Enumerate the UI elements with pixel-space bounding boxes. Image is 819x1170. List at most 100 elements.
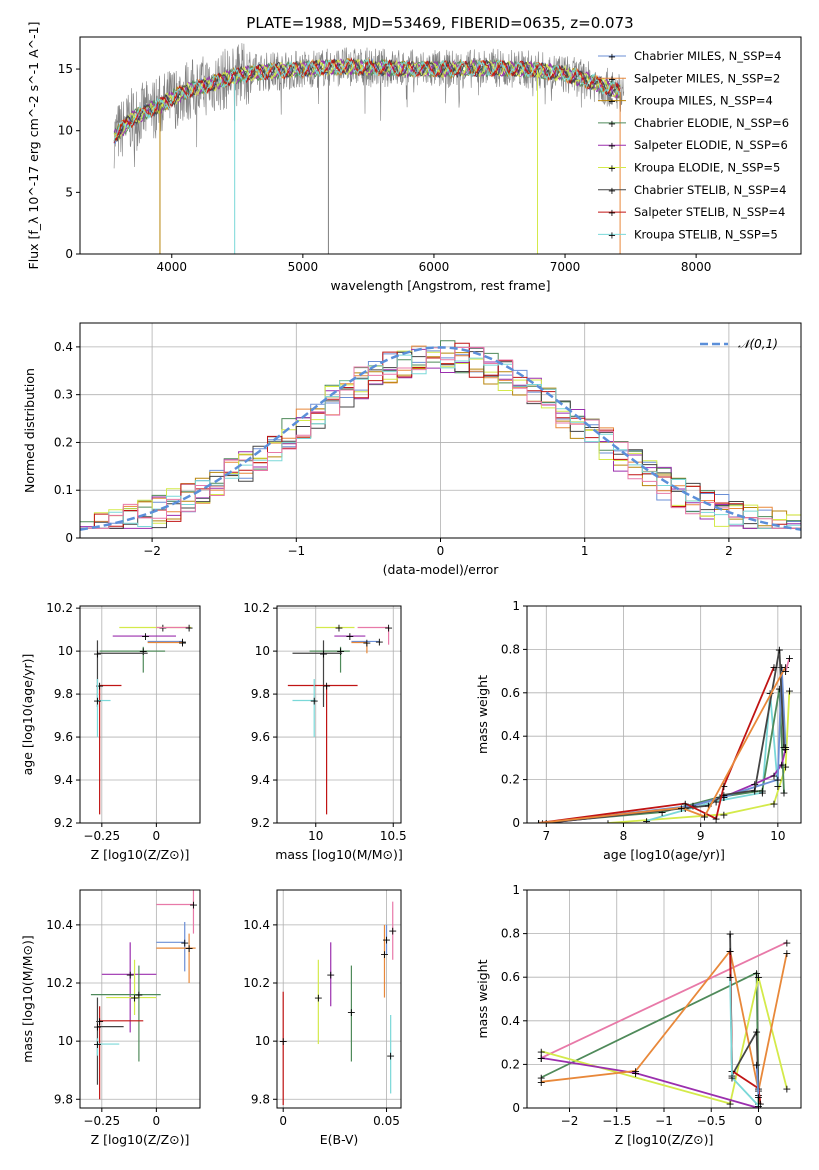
age_vs_z-ylabel: age [log10(age/yr)] <box>20 654 35 776</box>
weight-point-marker: + <box>779 741 788 754</box>
residuals-xtick-label: −2 <box>143 544 161 558</box>
age_vs_mass-ytick-label: 9.6 <box>251 730 270 744</box>
weight_vs_age-xlabel: age [log10(age/yr)] <box>603 847 725 862</box>
data-point-marker: + <box>314 992 323 1005</box>
weight-point-marker: + <box>750 784 759 797</box>
spectrum-xlabel: wavelength [Angstrom, rest frame] <box>330 278 550 293</box>
weight_vs_z-xtick-label: −2 <box>561 1114 579 1128</box>
residuals-ytick-label: 0 <box>65 531 73 545</box>
data-point-marker: + <box>184 621 193 634</box>
weight_vs_age-xtick-label: 8 <box>620 829 628 843</box>
age_vs_z-ytick-label: 10.2 <box>46 601 73 615</box>
weight-point-marker: + <box>754 1098 763 1111</box>
weight-point-marker: + <box>542 817 551 830</box>
weight-point-marker: + <box>711 795 720 808</box>
weight-series-line <box>784 657 791 672</box>
mass_vs_z-plot-area: +++++++++ <box>90 890 198 1100</box>
data-point-marker: + <box>326 968 335 981</box>
legend-marker: + <box>608 74 616 85</box>
residuals-panel: −2 −1 0 1 2 0 0.1 0.2 0.3 0.4 (data-model)/error No… <box>22 322 802 577</box>
spectrum-model-line <box>113 58 621 142</box>
data-point-marker: + <box>347 1006 356 1019</box>
weight-point-marker: + <box>773 774 782 787</box>
weight_vs_age-ytick-label: 0.2 <box>501 773 520 787</box>
data-point-marker: + <box>375 635 384 648</box>
weight_vs_z-xtick-label: −1.5 <box>602 1114 631 1128</box>
weight-point-marker: + <box>726 971 735 984</box>
data-point-marker: + <box>189 899 198 912</box>
legend-label: Kroupa STELIB, N_SSP=5 <box>634 227 778 241</box>
mass_vs_ebv-ytick-label: 10.4 <box>243 918 270 932</box>
weight_vs_age-ytick-label: 1 <box>512 599 520 613</box>
weight_vs_z-xtick-label: −0.5 <box>697 1114 726 1128</box>
legend-marker: + <box>608 186 616 197</box>
weight-point-marker: + <box>785 652 794 665</box>
spectrum-xtick-label: 4000 <box>156 260 187 274</box>
age_vs_z-ytick-label: 10 <box>58 644 73 658</box>
weight-point-marker: + <box>538 817 547 830</box>
weight-point-marker: + <box>782 1082 791 1095</box>
weight-point-marker: + <box>781 665 790 678</box>
age_vs_z-xtick-label: 0 <box>153 829 161 843</box>
spectrum-model-line <box>113 58 621 141</box>
weight-point-marker: + <box>704 800 713 813</box>
weight-point-marker: + <box>719 808 728 821</box>
weight_vs_age-xtick-label: 7 <box>542 829 550 843</box>
legend-marker: + <box>608 141 616 152</box>
weight_vs_z-frame <box>526 889 802 1109</box>
spectrum-xtick-label: 7000 <box>550 260 581 274</box>
data-point-marker: + <box>178 637 187 650</box>
mass_vs_z-xtick-label: −0.25 <box>83 1114 120 1128</box>
weight_vs_age-ytick-label: 0.4 <box>501 729 520 743</box>
weight-point-marker: + <box>752 967 761 980</box>
legend-label: Chabrier MILES, N_SSP=4 <box>634 49 781 63</box>
weight-point-marker: + <box>773 780 782 793</box>
age_vs_mass-xtick-label: 10 <box>308 829 323 843</box>
weight-point-marker: + <box>758 784 767 797</box>
data-point-marker: + <box>93 647 102 660</box>
mass_vs_ebv-xlabel: E(B-V) <box>320 1132 359 1147</box>
weight-point-marker: + <box>726 928 735 941</box>
weight-point-marker: + <box>754 1100 763 1113</box>
age_vs_z-ytick-label: 9.6 <box>54 730 73 744</box>
mass_vs_z-ytick-label: 10.4 <box>46 918 73 932</box>
spectrum-panel: 4000 5000 6000 7000 8000 0 5 10 15 wavelength [An… <box>26 22 802 293</box>
histogram-step-line <box>80 346 801 529</box>
age_vs_mass-ytick-label: 10 <box>255 644 270 658</box>
weight_vs_z-panel: ++++++++++++++++++++++++++++++−2 −1.5 −1 −0… <box>475 883 802 1147</box>
weight-point-marker: + <box>758 787 767 800</box>
mass_vs_z-ytick-label: 9.8 <box>54 1092 73 1106</box>
data-point-marker: + <box>384 621 393 634</box>
residuals-ytick-label: 0.3 <box>54 388 73 402</box>
weight_vs_z-ytick-label: 0.8 <box>501 927 520 941</box>
weight-point-marker: + <box>681 797 690 810</box>
weight-point-marker: + <box>769 797 778 810</box>
weight_vs_z-xtick-label: −1 <box>655 1114 673 1128</box>
residuals-ytick-label: 0.1 <box>54 483 73 497</box>
spectrum-ytick-label: 0 <box>65 247 73 261</box>
age_vs_z-xlabel: Z [log10(Z/Z⊙)] <box>91 847 190 862</box>
data-point-marker: + <box>319 647 328 660</box>
mass_vs_ebv-ytick-label: 10 <box>255 1034 270 1048</box>
weight-point-marker: + <box>727 1071 736 1084</box>
weight_vs_z-ytick-label: 0 <box>512 1101 520 1115</box>
weight-point-marker: + <box>769 769 778 782</box>
weight_vs_z-ylabel: mass weight <box>475 959 490 1038</box>
weight_vs_age-frame <box>526 605 802 824</box>
legend-marker: + <box>608 230 616 241</box>
data-point-marker: + <box>336 645 345 658</box>
weight_vs_age-ytick-label: 0.8 <box>501 642 520 656</box>
weight-point-marker: + <box>719 789 728 802</box>
weight-point-marker: + <box>657 806 666 819</box>
weight-point-marker: + <box>756 1098 765 1111</box>
data-point-marker: + <box>380 948 389 961</box>
data-point-marker: + <box>180 936 189 949</box>
legend-label: Chabrier ELODIE, N_SSP=6 <box>634 116 789 130</box>
weight-series-line <box>607 690 791 823</box>
weight-series-line <box>540 976 788 1105</box>
legend-label: Kroupa ELODIE, N_SSP=5 <box>634 161 780 175</box>
weight-point-marker: + <box>537 1076 546 1089</box>
age_vs_z-plot-area: +++++++++ <box>93 621 194 815</box>
legend-label: Kroupa MILES, N_SSP=4 <box>634 94 773 108</box>
legend-label-normal: 𝒩(0,1) <box>738 337 778 351</box>
